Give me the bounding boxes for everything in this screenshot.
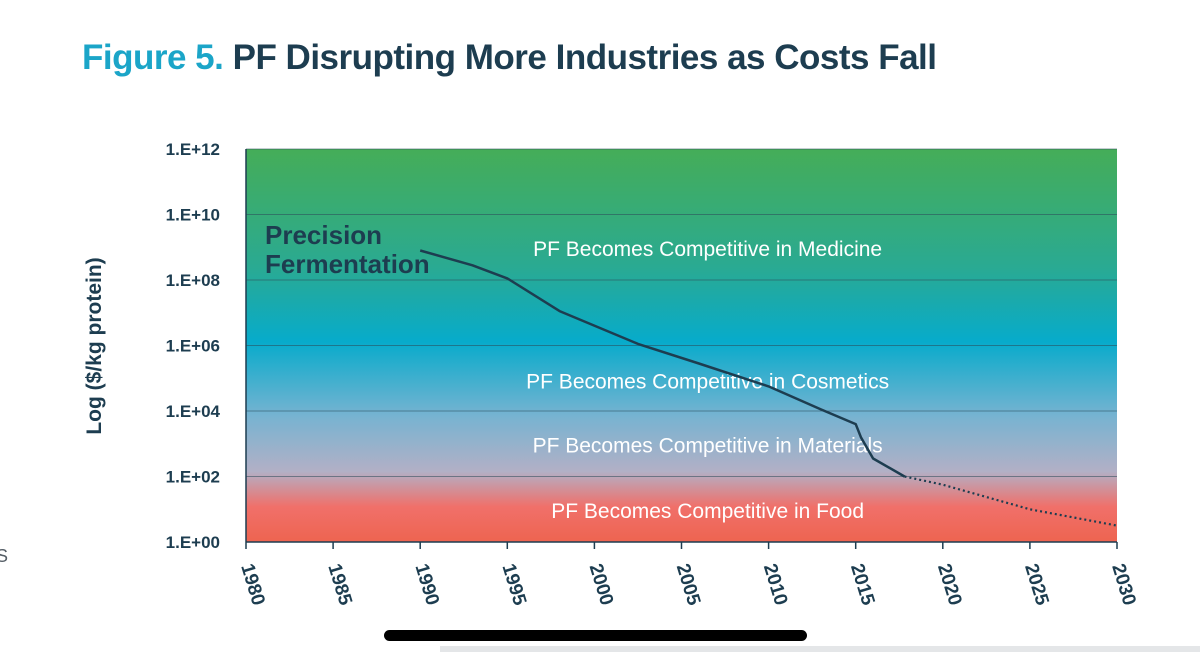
zone-label: PF Becomes Competitive in Cosmetics bbox=[526, 371, 889, 394]
y-tick-label: 1.E+12 bbox=[166, 140, 220, 159]
home-indicator-bar[interactable] bbox=[384, 630, 807, 641]
y-tick-label: 1.E+02 bbox=[166, 468, 220, 487]
horizontal-scrollbar-track[interactable] bbox=[440, 646, 1200, 652]
figure-title-text: PF Disrupting More Industries as Costs F… bbox=[232, 38, 937, 77]
cut-off-text-fragment: S bbox=[0, 546, 9, 566]
y-tick-label: 1.E+08 bbox=[166, 271, 220, 290]
series-lines bbox=[419, 249, 1118, 527]
series-label-line-2: Fermentation bbox=[265, 249, 430, 279]
x-tick-label: 2020 bbox=[933, 561, 965, 608]
x-tick-label: 2010 bbox=[759, 561, 791, 608]
figure-title: Figure 5. PF Disrupting More Industries … bbox=[82, 38, 937, 78]
zone-label: PF Becomes Competitive in Materials bbox=[533, 434, 883, 457]
series-label-line-1: Precision bbox=[265, 220, 382, 250]
x-tick-label: 2005 bbox=[672, 561, 705, 608]
x-tick-labels: 1980 1985 1990 1995 2000 2005 2010 2015 2020 2025… bbox=[236, 542, 1140, 608]
x-tick-label: 1990 bbox=[410, 561, 442, 608]
x-tick-label: 1985 bbox=[323, 561, 356, 608]
figure-number: Figure 5. bbox=[82, 38, 224, 77]
historical-cost-line bbox=[419, 249, 906, 478]
gridlines bbox=[246, 148, 1117, 477]
x-tick-label: 2030 bbox=[1107, 561, 1139, 608]
x-tick-label: 2025 bbox=[1020, 561, 1053, 608]
y-tick-label: 1.E+10 bbox=[166, 206, 220, 225]
x-tick-label: 1995 bbox=[498, 561, 531, 608]
y-tick-label: 1.E+00 bbox=[166, 533, 220, 552]
x-tick-label: 1980 bbox=[236, 561, 268, 608]
y-tick-label: 1.E+06 bbox=[166, 337, 220, 356]
y-tick-labels: 1.E+00 1.E+02 1.E+04 1.E+06 1.E+08 1.E+10 1.E+… bbox=[166, 140, 221, 552]
x-tick-label: 2000 bbox=[585, 561, 617, 608]
zone-labels: PF Becomes Competitive in Medicine PF Bec… bbox=[526, 238, 889, 523]
zone-label: PF Becomes Competitive in Food bbox=[551, 500, 864, 523]
y-tick-label: 1.E+04 bbox=[166, 402, 221, 421]
zone-label: PF Becomes Competitive in Medicine bbox=[533, 238, 882, 261]
y-axis-label: Log ($/kg protein) bbox=[83, 257, 106, 434]
x-tick-label: 2015 bbox=[846, 561, 879, 608]
